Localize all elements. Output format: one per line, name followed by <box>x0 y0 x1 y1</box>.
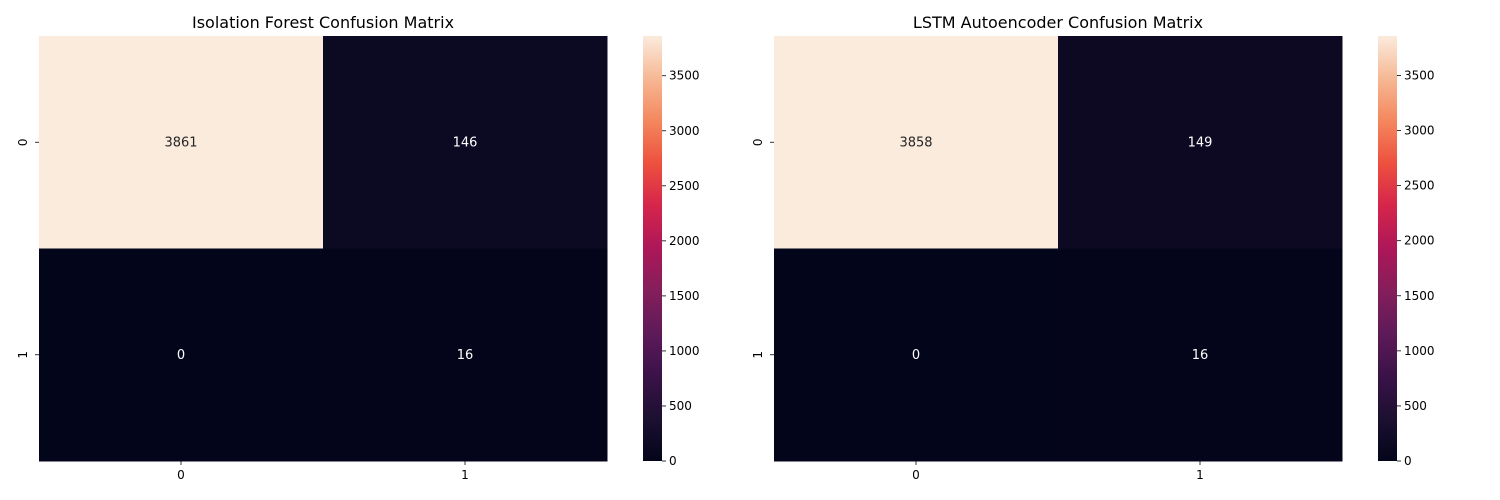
colorbar-tick-label: 500 <box>669 399 692 413</box>
colorbar-tick-label: 3500 <box>1404 68 1435 82</box>
colorbar-tick-label: 3000 <box>1404 124 1435 138</box>
chart-title: Isolation Forest Confusion Matrix <box>192 13 454 32</box>
cell-annotation: 146 <box>453 135 478 150</box>
colorbar-tick-label: 3000 <box>669 124 700 138</box>
heatmap-cell <box>774 36 1059 249</box>
y-tick-label: 0 <box>751 138 765 146</box>
colorbar-tick-label: 0 <box>669 454 677 468</box>
heatmap-cell <box>39 248 324 462</box>
x-tick-label: 0 <box>177 468 185 482</box>
colorbar-tick-label: 2000 <box>1404 234 1435 248</box>
heatmap-cell <box>39 36 324 249</box>
heatmap-cell <box>1058 248 1343 462</box>
colorbar: 0 500 1000 1500 2000 2500 3000 3500 <box>643 36 700 468</box>
cell-annotation: 16 <box>457 348 474 363</box>
cell-annotation: 0 <box>912 348 920 363</box>
heatmap-cell <box>323 36 608 249</box>
y-tick-label: 1 <box>16 351 30 359</box>
colorbar-tick-label: 1500 <box>1404 289 1435 303</box>
x-tick-label: 0 <box>912 468 920 482</box>
colorbar-tick-label: 0 <box>1404 454 1412 468</box>
colorbar: 0 500 1000 1500 2000 2500 3000 3500 <box>1378 36 1435 468</box>
colorbar-gradient <box>643 36 662 461</box>
colorbar-tick-label: 1500 <box>669 289 700 303</box>
cell-annotation: 0 <box>177 348 185 363</box>
colorbar-gradient <box>1378 36 1397 461</box>
chart-title: LSTM Autoencoder Confusion Matrix <box>913 13 1203 32</box>
x-tick-label: 1 <box>1196 468 1204 482</box>
colorbar-tick-label: 2500 <box>1404 179 1435 193</box>
heatmap-cells: 3861 146 0 16 <box>39 36 608 462</box>
colorbar-tick-label: 1000 <box>1404 344 1435 358</box>
axis-ticks: 0 1 0 1 <box>751 138 1204 482</box>
cell-annotation: 16 <box>1192 348 1209 363</box>
colorbar-tick-label: 3500 <box>669 69 700 83</box>
colorbar-tick-label: 2500 <box>669 179 700 193</box>
heatmap-cells: 3858 149 0 16 <box>774 36 1343 462</box>
y-tick-label: 0 <box>16 138 30 146</box>
heatmap-cell <box>323 248 608 462</box>
x-tick-label: 1 <box>461 468 469 482</box>
heatmap-cell <box>774 248 1059 462</box>
colorbar-tick-label: 1000 <box>669 344 700 358</box>
heatmap-cell <box>1058 36 1343 249</box>
cell-annotation: 3861 <box>164 135 197 150</box>
cell-annotation: 3858 <box>899 135 932 150</box>
heatmap-panel-1: Isolation Forest Confusion Matrix 3861 14… <box>16 13 700 482</box>
heatmap-panel-2: LSTM Autoencoder Confusion Matrix 3858 14… <box>751 13 1435 482</box>
colorbar-tick-label: 2000 <box>669 234 700 248</box>
axis-ticks: 0 1 0 1 <box>16 138 469 482</box>
y-tick-label: 1 <box>751 351 765 359</box>
cell-annotation: 149 <box>1188 135 1213 150</box>
colorbar-tick-label: 500 <box>1404 399 1427 413</box>
